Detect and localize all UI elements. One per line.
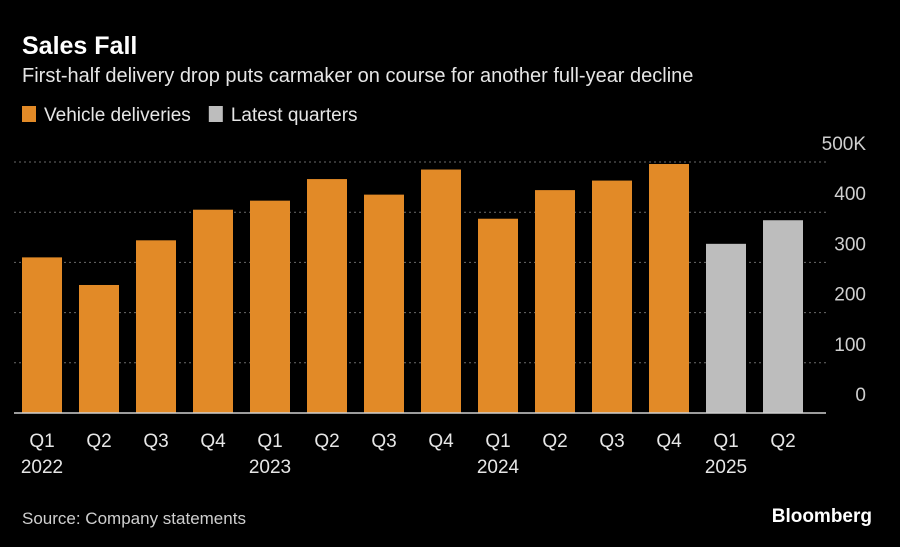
x-tick-label: Q2 (86, 431, 111, 452)
x-year-label: 2022 (21, 457, 63, 478)
source: Source: Company statements (22, 509, 246, 528)
brand: Bloomberg (772, 506, 872, 527)
x-tick-label: Q4 (656, 431, 682, 452)
x-tick-label: Q1 (485, 431, 510, 452)
legend-label: Latest quarters (231, 105, 358, 126)
x-year-label: 2025 (705, 457, 747, 478)
x-tick-label: Q2 (542, 431, 567, 452)
bar (307, 179, 347, 413)
y-tick-label: 0 (855, 385, 866, 406)
x-tick-label: Q2 (314, 431, 339, 452)
bar (706, 243, 746, 413)
bar (649, 164, 689, 413)
x-tick-label: Q3 (599, 431, 624, 452)
bar (193, 209, 233, 413)
legend-swatch (208, 106, 223, 122)
x-tick-label: Q4 (200, 431, 226, 452)
x-tick-label: Q4 (428, 431, 454, 452)
legend-label: Vehicle deliveries (44, 105, 191, 126)
bar (535, 190, 575, 413)
bar (136, 240, 176, 413)
bar (592, 180, 632, 413)
x-tick-label: Q1 (713, 431, 738, 452)
y-tick-label: 500K (822, 134, 867, 155)
x-tick-label: Q2 (770, 431, 795, 452)
x-year-label: 2023 (249, 457, 291, 478)
bar (763, 220, 803, 413)
bar (22, 257, 62, 413)
y-tick-label: 200 (834, 285, 866, 306)
bar (421, 169, 461, 413)
chart-subtitle: First-half delivery drop puts carmaker o… (22, 65, 693, 87)
legend-swatch (22, 106, 36, 122)
x-tick-label: Q3 (371, 431, 396, 452)
x-tick-label: Q3 (143, 431, 168, 452)
bar (250, 200, 290, 413)
y-tick-label: 400 (834, 184, 866, 205)
y-tick-label: 100 (834, 335, 866, 356)
bar (478, 218, 518, 413)
x-tick-label: Q1 (257, 431, 282, 452)
x-year-label: 2024 (477, 457, 520, 478)
bar (364, 194, 404, 413)
y-tick-label: 300 (834, 234, 866, 255)
x-tick-label: Q1 (29, 431, 54, 452)
chart-title: Sales Fall (22, 32, 137, 60)
bar (79, 284, 119, 413)
